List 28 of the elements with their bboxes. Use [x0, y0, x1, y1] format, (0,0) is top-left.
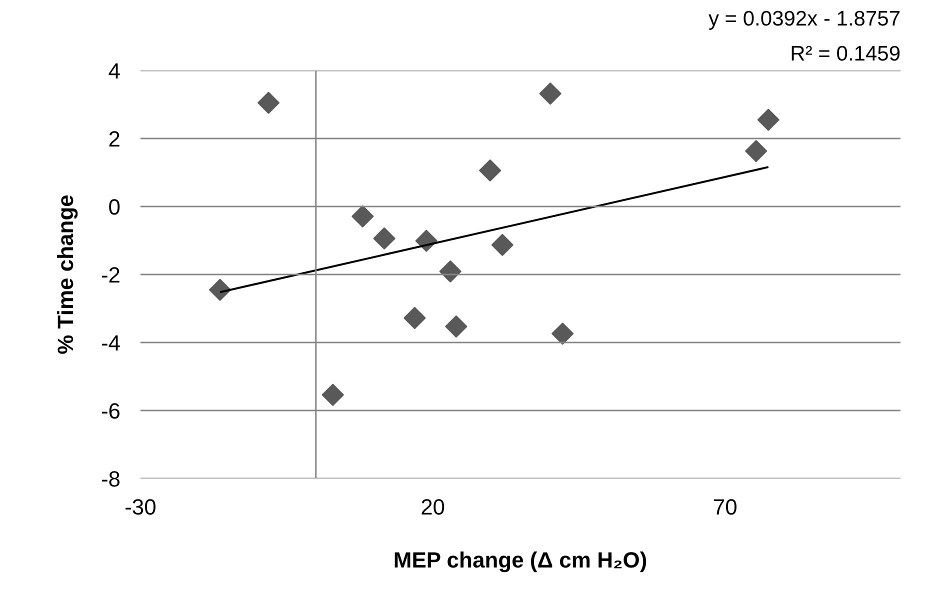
y-axis-title: % Time change	[52, 194, 78, 354]
y-tick-label: 4	[108, 58, 121, 84]
point	[404, 306, 426, 330]
y-tick-label: -6	[100, 398, 120, 424]
text: y = 0.0392x - 1.8757	[708, 8, 901, 30]
point	[352, 205, 374, 228]
x-axis-title: MEP change (Δ cm H₂O)	[393, 548, 648, 572]
point	[744, 140, 768, 162]
y-tick-label: 2	[108, 126, 121, 152]
text: R² = 0.1459	[790, 42, 901, 66]
point	[757, 108, 780, 131]
y-tick-label: -4	[100, 330, 120, 356]
y-tick-label: 0	[108, 194, 121, 220]
point	[439, 260, 462, 283]
x-tick-label: -30	[124, 494, 156, 520]
point	[478, 159, 502, 182]
point	[445, 315, 468, 338]
point	[539, 82, 562, 105]
y-tick-label: -2	[100, 262, 120, 288]
x-tick-label: 20	[420, 494, 446, 520]
point	[322, 384, 344, 406]
y-tick-label: -8	[100, 466, 120, 492]
x-tick-label: 70	[712, 494, 738, 520]
point	[257, 92, 280, 114]
point	[551, 322, 574, 345]
point	[491, 234, 514, 256]
point	[208, 278, 232, 301]
point	[373, 227, 396, 250]
